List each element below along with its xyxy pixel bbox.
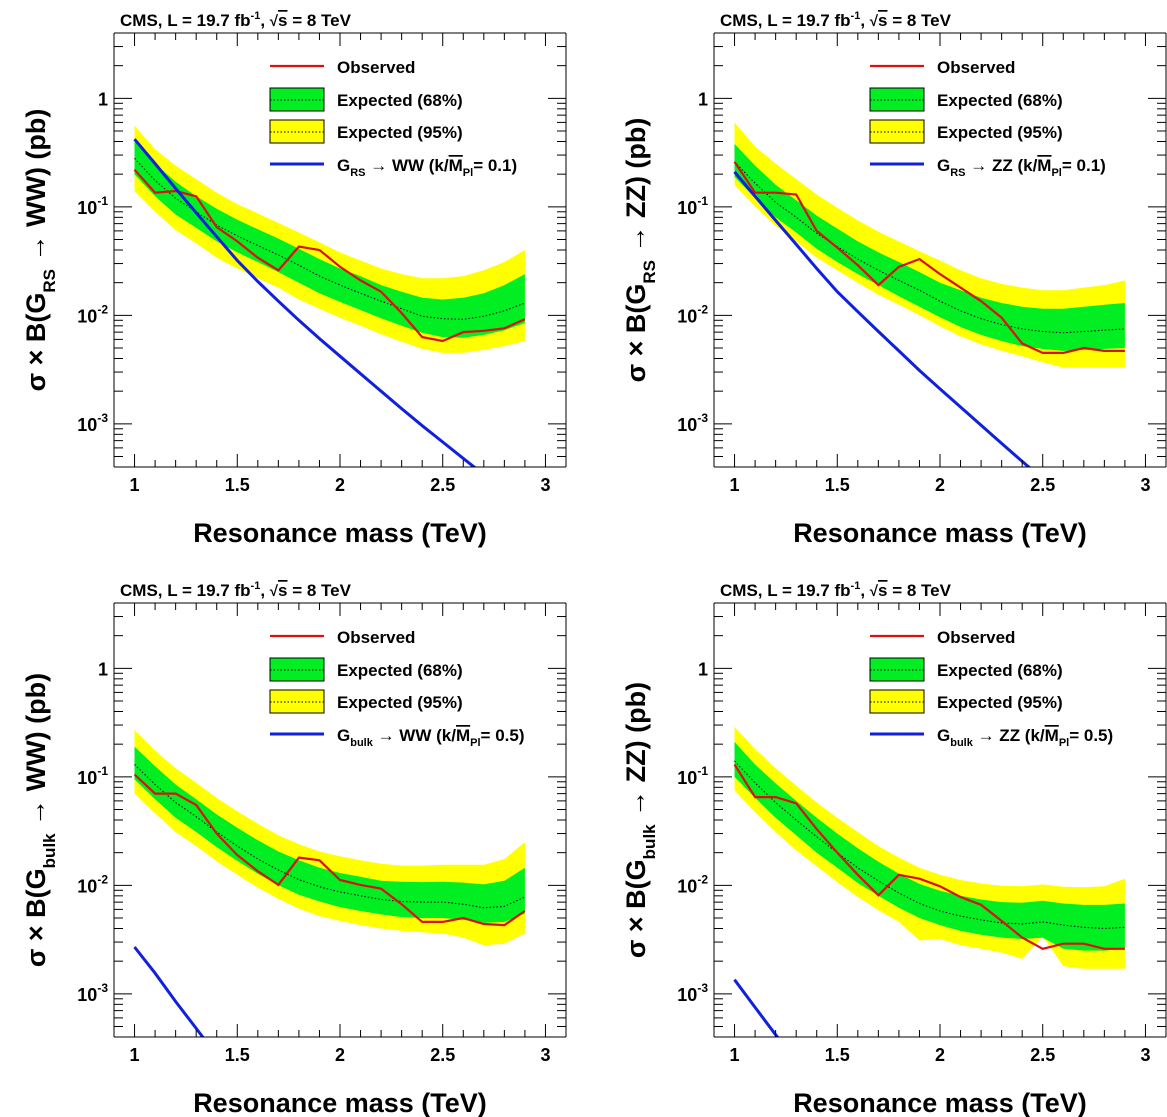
panel-4: 1 1.5 2 2.5 3 1 10-1 10-2 10-3 CMS, L = 19.7 fb-1…: [621, 580, 1167, 1117]
observed-line: [133, 773, 526, 927]
y-tick-label: 1: [98, 659, 108, 679]
legend-exp95-label: Expected (95%): [937, 693, 1063, 712]
legend-signal-label: GRS → ZZ (k/MPl= 0.1): [937, 156, 1106, 179]
y-tick-label: 1: [698, 89, 708, 109]
y-tick-label: 10-2: [77, 302, 108, 326]
y-axis-title: σ × B(Gbulk → ZZ) (pb): [621, 682, 659, 958]
y-tick-label: 10-1: [77, 764, 108, 788]
x-tick-label: 1.5: [225, 1045, 250, 1065]
signal-line: [133, 946, 205, 1037]
legend-exp68-label: Expected (68%): [937, 661, 1063, 680]
x-tick-label: 3: [1140, 1045, 1150, 1065]
legend: Observed Expected (68%) Expected (95%) Gbul…: [869, 628, 1113, 749]
legend-exp68-label: Expected (68%): [337, 91, 463, 110]
band-68: [734, 143, 1125, 351]
panel-1: 1 1.5 2 2.5 3 1 10-1 10-2 10-3 CMS, L = 19.7 fb-1…: [21, 10, 567, 548]
x-tick-label: 3: [540, 1045, 550, 1065]
y-axis-title: σ × B(GRS → WW) (pb): [21, 109, 59, 392]
panel-3: 1 1.5 2 2.5 3 1 10-1 10-2 10-3 CMS, L = 19.7 fb-1…: [21, 580, 567, 1117]
legend-exp68-label: Expected (68%): [337, 661, 463, 680]
x-tick-label: 3: [1140, 475, 1150, 495]
observed-line: [133, 168, 526, 343]
x-tick-label: 2: [935, 1045, 945, 1065]
signal-line: [133, 138, 477, 467]
x-tick-label: 1.5: [825, 475, 850, 495]
legend-observed-label: Observed: [937, 628, 1015, 647]
y-tick-label: 10-1: [677, 764, 708, 788]
panel-2: 1 1.5 2 2.5 3 1 10-1 10-2 10-3 CMS, L = 19.7 fb-1…: [621, 10, 1167, 548]
x-tick-label: 1: [730, 475, 740, 495]
x-axis-title: Resonance mass (TeV): [793, 1088, 1087, 1117]
x-tick-label: 1: [130, 475, 140, 495]
legend-exp95-label: Expected (95%): [337, 693, 463, 712]
panel-title: CMS, L = 19.7 fb-1, √s = 8 TeV: [120, 10, 352, 30]
y-tick-label: 10-3: [77, 981, 108, 1005]
legend-signal-label: Gbulk → WW (k/MPl= 0.5): [337, 726, 525, 749]
y-tick-label: 10-3: [677, 411, 708, 435]
x-tick-label: 1: [730, 1045, 740, 1065]
x-tick-label: 2: [335, 1045, 345, 1065]
y-tick-label: 10-1: [677, 194, 708, 218]
y-tick-label: 1: [698, 659, 708, 679]
x-tick-label: 2.5: [1030, 475, 1055, 495]
x-tick-label: 2.5: [1030, 1045, 1055, 1065]
band-68: [734, 741, 1125, 951]
expected-line: [134, 157, 526, 320]
legend: Observed Expected (68%) Expected (95%) GRS …: [869, 58, 1106, 179]
x-tick-label: 2.5: [430, 1045, 455, 1065]
legend-observed-label: Observed: [337, 58, 415, 77]
x-tick-label: 1.5: [225, 475, 250, 495]
expected-line: [734, 760, 1125, 930]
x-axis-title: Resonance mass (TeV): [793, 518, 1087, 548]
legend-exp68-label: Expected (68%): [937, 91, 1063, 110]
x-axis-title: Resonance mass (TeV): [193, 518, 487, 548]
observed-line: [733, 161, 1125, 354]
expected-line: [134, 764, 526, 909]
legend: Observed Expected (68%) Expected (95%) GRS …: [269, 58, 517, 179]
y-tick-label: 10-2: [677, 872, 708, 896]
x-axis-title: Resonance mass (TeV): [193, 1088, 487, 1117]
x-tick-label: 1.5: [825, 1045, 850, 1065]
x-tick-label: 2: [935, 475, 945, 495]
legend-observed-label: Observed: [937, 58, 1015, 77]
panel-title: CMS, L = 19.7 fb-1, √s = 8 TeV: [120, 580, 352, 600]
legend-signal-label: GRS → WW (k/MPl= 0.1): [337, 156, 517, 179]
y-tick-label: 10-3: [77, 411, 108, 435]
y-tick-label: 10-3: [677, 981, 708, 1005]
signal-line: [733, 170, 1032, 467]
legend-exp95-label: Expected (95%): [937, 123, 1063, 142]
observed-line: [733, 763, 1125, 950]
panel-title: CMS, L = 19.7 fb-1, √s = 8 TeV: [720, 10, 952, 30]
legend-signal-label: Gbulk → ZZ (k/MPl= 0.5): [937, 726, 1113, 749]
x-tick-label: 2.5: [430, 475, 455, 495]
legend-observed-label: Observed: [337, 628, 415, 647]
signal-line: [733, 978, 780, 1037]
panel-title: CMS, L = 19.7 fb-1, √s = 8 TeV: [720, 580, 952, 600]
x-tick-label: 2: [335, 475, 345, 495]
y-tick-label: 10-2: [77, 872, 108, 896]
expected-line: [734, 161, 1125, 334]
y-axis-title: σ × B(Gbulk → WW) (pb): [21, 673, 59, 967]
band-68: [134, 141, 525, 338]
y-tick-label: 10-1: [77, 194, 108, 218]
y-axis-title: σ × B(GRS → ZZ) (pb): [621, 118, 659, 383]
y-tick-label: 10-2: [677, 302, 708, 326]
y-tick-label: 1: [98, 89, 108, 109]
legend-exp95-label: Expected (95%): [337, 123, 463, 142]
band-95: [734, 122, 1125, 368]
x-tick-label: 1: [130, 1045, 140, 1065]
band-95: [134, 125, 525, 353]
x-tick-label: 3: [540, 475, 550, 495]
legend: Observed Expected (68%) Expected (95%) Gbul…: [269, 628, 525, 749]
band-68: [134, 746, 525, 923]
